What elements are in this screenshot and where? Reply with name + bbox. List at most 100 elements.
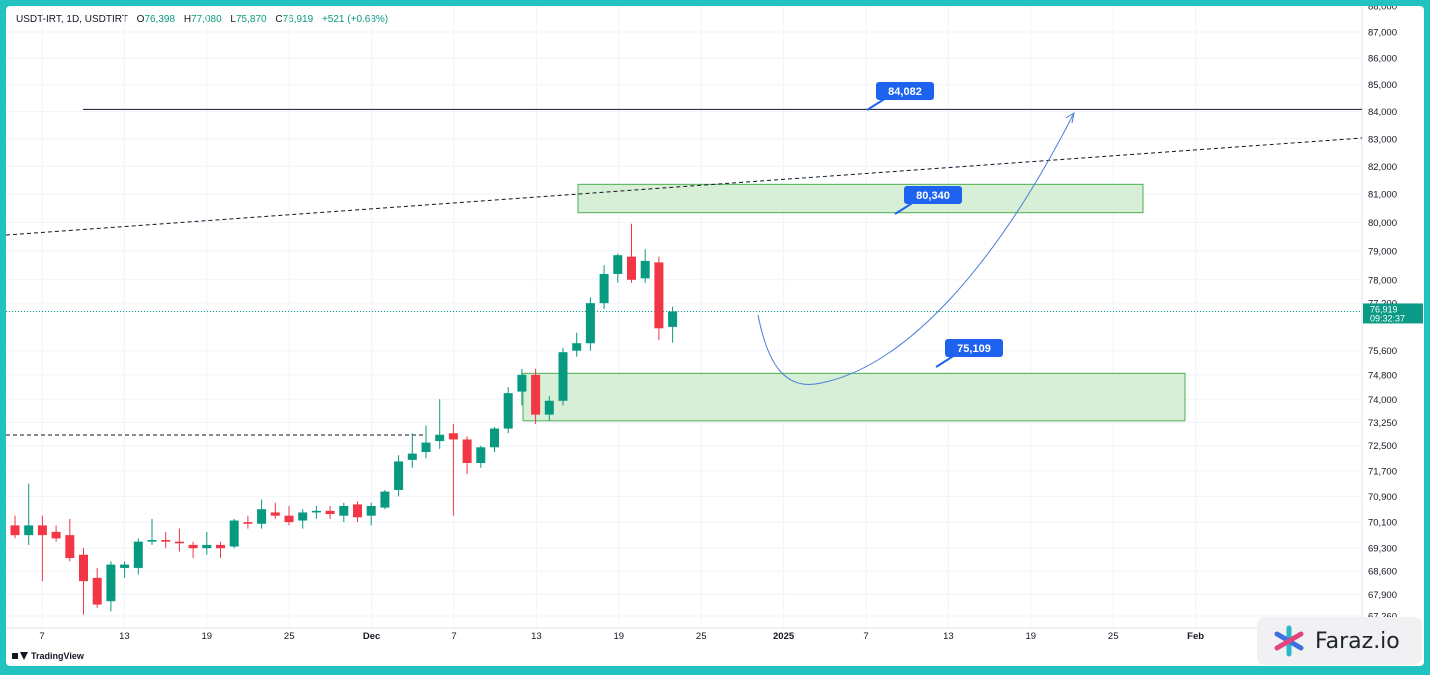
candle-body — [243, 522, 253, 524]
label-80340: 80,340 — [916, 190, 950, 202]
time-tick-label: 19 — [614, 631, 625, 642]
resistance-zone — [577, 183, 1144, 214]
candle-body — [284, 515, 294, 523]
candle-body — [599, 273, 609, 304]
price-tick-label: 70,900 — [1368, 492, 1397, 503]
price-tick-label: 82,000 — [1368, 162, 1397, 173]
candle-body — [448, 433, 458, 440]
high-label: H — [183, 14, 192, 25]
price-tick-label: 80,000 — [1368, 218, 1397, 229]
support-zone — [522, 372, 1186, 422]
price-tick-label: 74,800 — [1368, 370, 1397, 381]
candle-body — [517, 374, 527, 392]
candle-body — [188, 544, 198, 549]
time-tick-label: 25 — [1108, 631, 1119, 642]
price-tick-label: 72,500 — [1368, 441, 1397, 452]
candle-body — [216, 544, 225, 549]
close-label: C — [275, 14, 283, 25]
time-tick-label: 2025 — [773, 631, 795, 642]
candle-body — [133, 541, 143, 568]
price-tick-label: 84,000 — [1368, 107, 1397, 118]
label-84082: 84,082 — [888, 86, 922, 98]
candle-body — [257, 509, 267, 524]
time-tick-label: 19 — [202, 631, 213, 642]
price-tick-label: 79,000 — [1368, 246, 1397, 257]
candle-body — [325, 510, 335, 515]
candle-body — [311, 510, 321, 513]
time-tick-label: 13 — [943, 631, 954, 642]
label-84082-bg — [876, 82, 934, 100]
candle-body — [613, 255, 623, 274]
price-tick-label: 71,700 — [1368, 466, 1397, 477]
price-tick-label: 83,000 — [1368, 134, 1397, 145]
candle-body — [106, 564, 116, 602]
candle-body — [668, 311, 678, 327]
candle-body — [65, 535, 75, 559]
time-tick-label: Feb — [1187, 631, 1204, 642]
low-label: L — [230, 14, 236, 25]
open-label: O — [136, 14, 145, 25]
price-tick-label: 81,000 — [1368, 190, 1397, 201]
candle-body — [366, 506, 376, 516]
close-value: 76,919 — [282, 14, 314, 25]
candle-body — [654, 262, 664, 329]
candle-body — [298, 512, 308, 521]
candle-body — [37, 525, 47, 536]
price-tick-label: 78,000 — [1368, 275, 1397, 286]
candle-body — [380, 491, 390, 508]
brand-label: Faraz.io — [1315, 628, 1400, 654]
price-tick-label: 73,250 — [1368, 418, 1397, 429]
candle-body — [147, 540, 157, 542]
last-price-value: 76,919 — [1370, 304, 1398, 314]
label-75109: 75,109 — [957, 343, 991, 355]
candle-body — [476, 447, 486, 464]
low-value: 75,870 — [235, 14, 267, 25]
candle-body — [640, 260, 650, 279]
time-tick-label: 7 — [39, 631, 44, 642]
price-tick-label: 75,600 — [1368, 346, 1397, 357]
candle-body — [627, 256, 636, 280]
candle-body — [120, 564, 130, 568]
time-tick-label: 13 — [531, 631, 542, 642]
candle-body — [161, 540, 171, 542]
price-tick-label: 70,100 — [1368, 518, 1397, 529]
candle-body — [339, 506, 349, 516]
candle-body — [544, 400, 554, 415]
label-75109-bg — [945, 339, 1003, 357]
candle-body — [435, 434, 445, 442]
faraz-logo-icon — [1274, 625, 1304, 657]
candle-body — [462, 439, 472, 464]
candlestick-chart[interactable]: 84,082 80,340 75,109 88,000 87,000 86,000 85,0… — [6, 6, 1424, 666]
candle-body — [407, 453, 417, 460]
brand-watermark: Faraz.io — [1257, 617, 1422, 665]
time-tick-label: 13 — [119, 631, 130, 642]
candle-body — [353, 504, 362, 518]
price-tick-label: 88,000 — [1368, 6, 1397, 13]
candle-body — [174, 541, 184, 544]
candle-body — [585, 303, 595, 344]
chart-frame: USDT-IRT, 1D, USDTIRT O76,398 H77,080 L7… — [6, 6, 1424, 666]
candle-body — [10, 525, 20, 536]
symbol-title: USDT-IRT, 1D, USDTIRT — [16, 14, 128, 25]
candle-body — [79, 554, 88, 582]
countdown-value: 09:32:37 — [1370, 313, 1405, 323]
price-tick-label: 86,000 — [1368, 54, 1397, 65]
label-80340-bg — [904, 186, 962, 204]
candle-body — [558, 352, 568, 401]
time-tick-label: 7 — [863, 631, 868, 642]
tradingview-icon — [12, 652, 28, 660]
candle-body — [572, 343, 582, 351]
candle-body — [394, 461, 404, 490]
change-value: +521 (+0.68%) — [321, 14, 389, 25]
candle-body — [503, 393, 513, 429]
time-tick-label: 7 — [451, 631, 456, 642]
open-value: 76,398 — [144, 14, 176, 25]
candle-body — [490, 428, 499, 448]
time-tick-label: 19 — [1026, 631, 1037, 642]
candle-body — [51, 531, 61, 539]
dashed-trendline — [6, 137, 1363, 236]
candle-body — [202, 544, 212, 549]
tradingview-logo: TradingView — [12, 651, 84, 661]
price-tick-label: 68,600 — [1368, 567, 1397, 578]
candle-body — [421, 442, 431, 453]
